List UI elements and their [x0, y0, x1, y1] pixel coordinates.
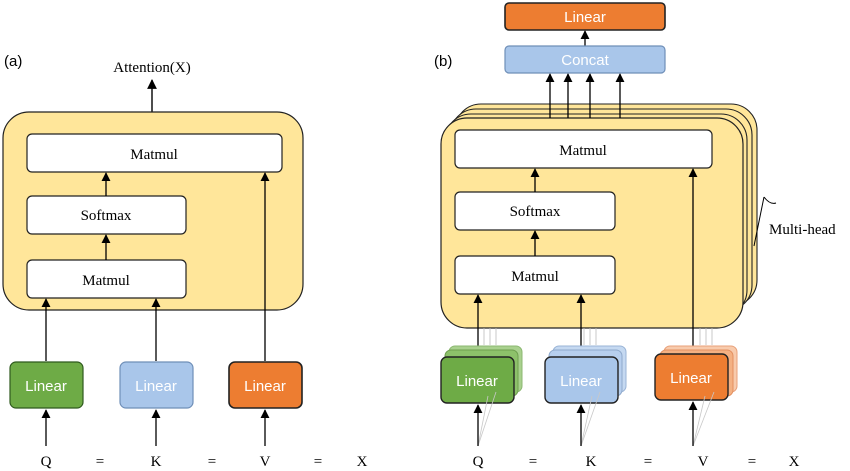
b-matmul-top-box — [454, 129, 713, 169]
eq-q: Q — [41, 454, 52, 470]
attention-output-label: Attention(X) — [113, 60, 190, 76]
b-linear-q-box — [440, 356, 515, 404]
b-eq-x: X — [789, 454, 800, 470]
matmul-bottom-label: Matmul — [82, 273, 130, 289]
eq-equals-2: = — [208, 454, 216, 470]
panel-a-label: (a) — [4, 53, 22, 70]
eq-equals-3: = — [314, 454, 322, 470]
b-eq-equals-2: = — [644, 454, 652, 470]
linear-v-label: Linear — [244, 378, 286, 395]
concat-box — [504, 45, 666, 74]
linear-q-label: Linear — [25, 378, 67, 395]
linear-out-label: Linear — [564, 9, 606, 26]
panel-a: (a) Attention(X) Matmul Softmax Matmul L… — [2, 53, 368, 470]
linear-k-label: Linear — [135, 378, 177, 395]
eq-k: K — [151, 454, 162, 470]
b-linear-v-box — [654, 353, 729, 401]
linear-q-box — [9, 361, 84, 409]
eq-v: V — [260, 454, 271, 470]
b-linear-k-label: Linear — [560, 373, 602, 390]
eq-equals-1: = — [96, 454, 104, 470]
matmul-top-box — [26, 133, 283, 173]
b-linear-q-label: Linear — [456, 373, 498, 390]
matmul-top-label: Matmul — [130, 147, 178, 163]
b-eq-equals-3: = — [748, 454, 756, 470]
panel-b-label: (b) — [434, 53, 452, 70]
input-fan-lines — [477, 391, 715, 447]
b-eq-equals-1: = — [529, 454, 537, 470]
b-matmul-top-label: Matmul — [559, 143, 607, 159]
softmax-label: Softmax — [81, 208, 132, 224]
b-linear-v-label: Linear — [670, 370, 712, 387]
multi-head-brace — [753, 196, 777, 247]
b-matmul-bottom-label: Matmul — [511, 269, 559, 285]
b-linear-k-box — [544, 356, 619, 404]
multi-head-label: Multi-head — [769, 222, 836, 238]
panel-b: (b) Linear Concat Matmul Softmax Matmul — [434, 2, 836, 470]
b-eq-k: K — [586, 454, 597, 470]
concat-label: Concat — [561, 52, 609, 69]
eq-x: X — [357, 454, 368, 470]
b-eq-q: Q — [473, 454, 484, 470]
b-softmax-label: Softmax — [510, 204, 561, 220]
head-connector-lines — [483, 328, 713, 345]
linear-k-box — [119, 361, 194, 409]
linear-out-box — [504, 2, 666, 31]
linear-v-box — [228, 361, 303, 409]
b-eq-v: V — [698, 454, 709, 470]
